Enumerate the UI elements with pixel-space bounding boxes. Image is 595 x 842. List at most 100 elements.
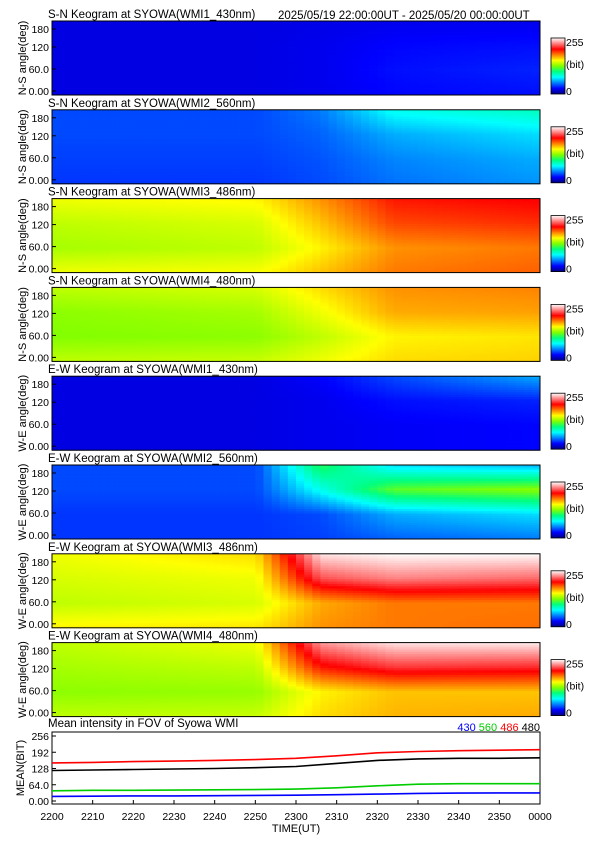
heatmap-cell: [222, 203, 232, 206]
y-tick-label: 0.00: [29, 86, 50, 98]
heatmap-cell: [393, 85, 403, 89]
heatmap-cell: [328, 53, 338, 57]
heatmap-cell: [426, 205, 435, 209]
heatmap-cell: [247, 174, 256, 178]
heatmap-cell: [174, 78, 183, 82]
heatmap-cell: [426, 62, 435, 66]
heatmap-cell: [328, 81, 338, 84]
heatmap-cell: [483, 48, 492, 52]
heatmap-cell: [52, 172, 61, 175]
heatmap-cell: [255, 32, 264, 36]
heatmap-cell: [165, 153, 175, 157]
heatmap-cell: [393, 46, 403, 50]
heatmap-cell: [320, 228, 329, 232]
heatmap-cell: [491, 135, 500, 138]
heatmap-cell: [393, 237, 403, 241]
heatmap-cell: [157, 46, 167, 50]
heatmap-cell: [141, 139, 150, 143]
heatmap-cell: [230, 48, 240, 52]
heatmap-cell: [320, 48, 329, 52]
heatmap-cell: [328, 139, 338, 143]
y-axis-label: N-S angle(deg): [17, 21, 29, 96]
heatmap-cell: [385, 219, 394, 223]
heatmap-cell: [222, 44, 232, 47]
heatmap-cell: [515, 44, 525, 47]
heatmap-cell: [279, 90, 289, 94]
heatmap-cell: [182, 149, 191, 152]
heatmap-cell: [491, 76, 500, 80]
heatmap-cell: [369, 85, 378, 89]
heatmap-cell: [369, 205, 378, 209]
heatmap-cell: [222, 176, 232, 180]
heatmap-cell: [239, 74, 248, 77]
heatmap-cell: [458, 237, 468, 241]
heatmap-cell: [214, 60, 224, 64]
heatmap-cell: [92, 21, 102, 24]
heatmap-cell: [108, 139, 118, 143]
heatmap-cell: [263, 90, 272, 94]
heatmap-cell: [92, 32, 102, 36]
heatmap-cell: [157, 34, 167, 38]
heatmap-cell: [434, 137, 443, 141]
heatmap-cell: [458, 132, 468, 136]
heatmap-cell: [84, 53, 94, 57]
heatmap-cell: [507, 32, 516, 36]
heatmap-cell: [198, 58, 207, 61]
heatmap-cell: [377, 23, 386, 27]
heatmap-cell: [239, 37, 248, 40]
heatmap-cell: [507, 51, 516, 54]
heatmap-cell: [133, 214, 142, 218]
heatmap-cell: [206, 58, 216, 61]
heatmap-cell: [507, 37, 516, 40]
heatmap-cell: [287, 55, 297, 59]
heatmap-cell: [296, 125, 305, 129]
heatmap-cell: [149, 228, 159, 232]
heatmap-cell: [68, 207, 77, 211]
heatmap-cell: [466, 172, 476, 175]
heatmap-cell: [401, 51, 411, 54]
heatmap-cell: [361, 114, 370, 118]
heatmap-cell: [287, 172, 297, 175]
heatmap-cell: [149, 44, 159, 47]
heatmap-cell: [108, 92, 118, 96]
heatmap-cell: [222, 214, 232, 218]
heatmap-cell: [263, 167, 272, 171]
heatmap-cell: [418, 221, 427, 225]
heatmap-cell: [344, 119, 354, 122]
heatmap-cell: [182, 88, 191, 91]
heatmap-cell: [287, 83, 297, 87]
heatmap-cell: [92, 25, 102, 29]
heatmap-cell: [76, 219, 85, 223]
heatmap-cell: [214, 210, 224, 213]
heatmap-cell: [230, 210, 240, 213]
heatmap-cell: [344, 237, 354, 241]
heatmap-cell: [141, 41, 150, 45]
heatmap-cell: [198, 123, 207, 127]
heatmap-cell: [279, 212, 289, 216]
heatmap-cell: [108, 32, 118, 36]
heatmap-cell: [515, 32, 525, 36]
heatmap-cell: [499, 151, 508, 155]
heatmap-cell: [336, 151, 346, 155]
heatmap-cell: [206, 181, 216, 185]
heatmap-cell: [198, 53, 207, 57]
heatmap-cell: [531, 121, 541, 125]
heatmap-cell: [222, 74, 232, 77]
heatmap-cell: [255, 237, 264, 241]
heatmap-cell: [174, 71, 183, 75]
heatmap-cell: [247, 237, 256, 241]
heatmap-cell: [523, 51, 533, 54]
heatmap-cell: [157, 146, 167, 150]
heatmap-cell: [442, 153, 451, 157]
heatmap-cell: [426, 46, 435, 50]
heatmap-cell: [279, 162, 289, 166]
heatmap-cell: [52, 224, 61, 227]
heatmap-cell: [230, 90, 240, 94]
heatmap-cell: [401, 37, 411, 40]
heatmap-cell: [352, 179, 362, 182]
heatmap-cell: [466, 214, 476, 218]
heatmap-cell: [182, 64, 191, 68]
heatmap-cell: [149, 90, 159, 94]
heatmap-cell: [418, 64, 427, 68]
heatmap-cell: [149, 69, 159, 73]
